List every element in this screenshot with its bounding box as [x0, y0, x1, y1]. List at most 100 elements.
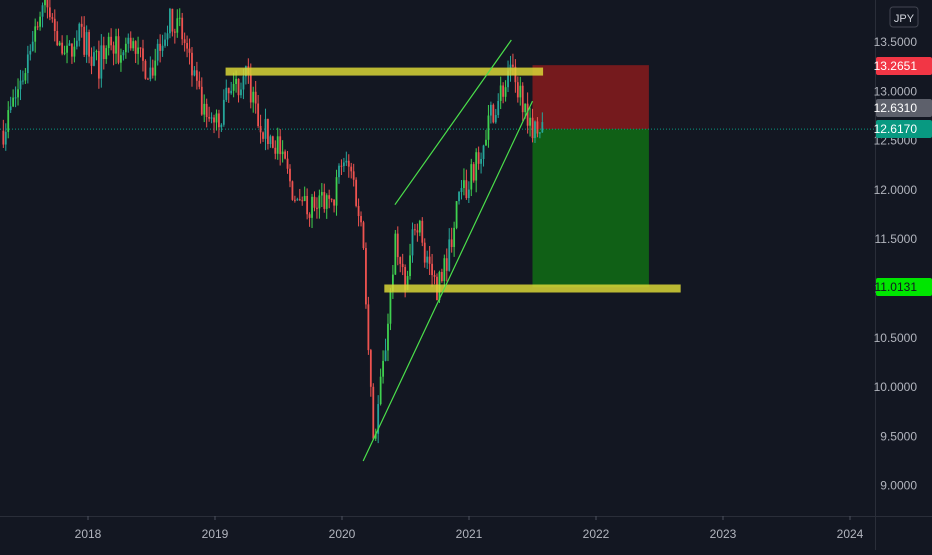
candle-body: [431, 263, 433, 276]
candle-body: [502, 85, 505, 97]
candle-body: [289, 168, 291, 182]
candle-body: [39, 16, 41, 27]
candle-body: [264, 118, 267, 139]
candle-body: [409, 255, 411, 277]
candle-body: [164, 39, 166, 46]
candle-body: [394, 233, 397, 275]
candle-body: [521, 85, 524, 113]
y-tick-label: 12.0000: [874, 183, 918, 197]
candle-body: [117, 36, 120, 63]
candle-body: [97, 51, 100, 79]
candle-body: [360, 216, 362, 223]
candle-body: [465, 180, 468, 199]
candle-body: [306, 196, 309, 215]
x-tick-label: 2018: [75, 527, 102, 541]
candle-body: [379, 376, 382, 405]
candle-body: [132, 41, 135, 49]
candle-body: [531, 117, 534, 139]
candle-body: [78, 23, 81, 41]
candle-body: [536, 121, 539, 134]
candle-body: [29, 50, 32, 55]
candle-body: [387, 323, 389, 351]
candle-body: [220, 124, 223, 128]
candle-body: [489, 104, 492, 116]
candle-body: [44, 0, 46, 6]
candle-body: [411, 229, 414, 256]
candle-body: [450, 239, 453, 247]
candle-body: [345, 160, 348, 163]
candle-body: [66, 45, 68, 53]
candle-body: [286, 158, 289, 169]
candle-body: [374, 433, 377, 439]
candle-body: [14, 97, 17, 99]
candle-body: [63, 52, 66, 54]
candle-body: [262, 132, 264, 139]
candle-body: [421, 220, 424, 243]
candle-body: [267, 118, 269, 145]
candle-body: [154, 60, 157, 76]
price-badge-current-text: 12.6170: [874, 122, 918, 136]
candle-body: [129, 37, 132, 49]
candle-body: [284, 151, 286, 159]
candle-body: [215, 113, 218, 123]
stop-loss-zone[interactable]: [532, 65, 649, 130]
candle-body: [200, 86, 203, 115]
candle-body: [335, 177, 338, 206]
candle-body: [210, 117, 213, 119]
candle-body: [19, 80, 22, 90]
candle-body: [235, 78, 237, 84]
candle-body: [222, 99, 225, 125]
candle-body: [115, 36, 117, 54]
y-tick-label: 9.0000: [880, 479, 917, 493]
currency-button[interactable]: [889, 6, 919, 28]
candle-body: [399, 257, 402, 264]
candle-body: [107, 36, 110, 49]
candle-body: [48, 7, 51, 18]
candle-body: [448, 239, 451, 271]
candle-body: [418, 220, 421, 233]
rising-channel-lower-line[interactable]: [362, 100, 534, 462]
candle-body: [112, 45, 115, 54]
rising-channel-upper-line[interactable]: [394, 39, 512, 206]
candle-body: [58, 42, 61, 46]
candle-body: [83, 26, 86, 55]
candle-body: [271, 136, 274, 148]
y-tick-label: 11.5000: [875, 232, 918, 246]
candle-body: [227, 87, 230, 94]
candle-body: [237, 78, 240, 96]
candle-body: [269, 136, 272, 145]
candle-body: [7, 110, 10, 132]
candle-body: [355, 179, 358, 206]
candle-body: [259, 125, 262, 133]
candle-body: [313, 196, 316, 208]
candle-body: [377, 404, 380, 434]
candle-body: [416, 230, 419, 233]
candle-body: [149, 67, 152, 80]
candle-body: [475, 152, 478, 181]
currency-label: JPY: [894, 13, 915, 25]
candle-body: [198, 80, 201, 87]
candle-body: [338, 165, 340, 178]
y-tick-label: 10.0000: [874, 380, 918, 394]
candle-body: [323, 192, 326, 209]
candle-body: [134, 41, 137, 54]
candle-body: [352, 171, 355, 180]
candle-body: [213, 117, 215, 123]
candle-body: [443, 258, 446, 282]
support-zone-band[interactable]: [384, 284, 681, 293]
candle-body: [391, 274, 394, 291]
candle-body: [124, 43, 127, 53]
candle-body: [93, 52, 95, 66]
take-profit-zone[interactable]: [532, 129, 649, 288]
candle-body: [458, 192, 460, 202]
candle-body: [298, 199, 301, 201]
candle-body: [254, 91, 257, 104]
candle-body: [4, 131, 7, 145]
candle-body: [249, 74, 252, 103]
candle-body: [176, 18, 179, 33]
resistance-zone-band[interactable]: [225, 67, 544, 76]
candle-body: [144, 60, 147, 79]
candle-body: [71, 43, 73, 57]
